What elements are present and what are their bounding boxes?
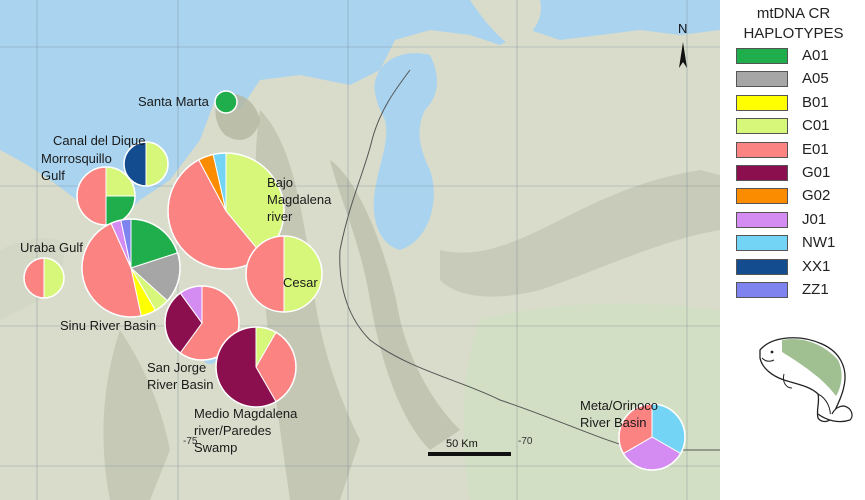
- pie-outline: [618, 403, 686, 471]
- legend-item-nw1: NW1: [736, 233, 861, 253]
- north-arrow-icon: N: [678, 21, 687, 68]
- label-medio-magdalena-river-paredes-swamp: Medio Magdalena river/Paredes Swamp: [194, 406, 298, 455]
- lon-label-75: -75: [183, 436, 198, 447]
- legend-label: G01: [802, 164, 831, 181]
- legend-label: E01: [802, 140, 829, 158]
- pie-cesar: [245, 235, 323, 313]
- label-uraba-gulf: Uraba Gulf: [20, 240, 83, 255]
- legend-label: A05: [802, 70, 829, 88]
- legend-swatch: [736, 282, 788, 298]
- svg-text:N: N: [678, 21, 687, 36]
- legend-label: NW1: [802, 234, 836, 252]
- label-santa-marta: Santa Marta: [138, 94, 210, 109]
- scale-bar: 50 Km: [428, 438, 511, 456]
- legend-swatch: [736, 258, 788, 275]
- legend: mtDNA CR HAPLOTYPES A01 A05 B01 C01 E01 G01 G0…: [722, 0, 865, 500]
- legend-label: ZZ1: [802, 281, 829, 298]
- legend-swatch: [736, 235, 788, 252]
- manatee-icon: [759, 337, 853, 423]
- legend-item-a05: A05: [736, 69, 861, 89]
- pie-sinu-river-basin: [81, 218, 181, 318]
- pie-santa-marta: [214, 90, 238, 114]
- legend-item-b01: B01: [736, 93, 861, 113]
- label-bajo-magdalena-river: Bajo Magdalena river: [267, 175, 332, 224]
- pie-medio-magdalena-river-paredes-swamp: [215, 326, 297, 408]
- svg-text:50 Km: 50 Km: [446, 438, 478, 450]
- pie-outline: [23, 257, 65, 299]
- pie-outline: [164, 285, 240, 361]
- legend-swatch: [736, 211, 788, 228]
- legend-item-j01: J01: [736, 210, 861, 230]
- legend-swatch: [736, 48, 788, 64]
- pie-bajo-magdalena-river: [167, 152, 285, 270]
- pie-outline: [214, 90, 238, 114]
- pie-outline: [123, 141, 169, 187]
- pie-canal-del-dique: [123, 141, 169, 187]
- pie-chart-layer: [23, 90, 686, 471]
- pie-outline: [215, 326, 297, 408]
- legend-item-a01: A01: [736, 46, 861, 66]
- legend-title-line1: mtDNA CR: [756, 5, 831, 22]
- legend-label: A01: [802, 47, 829, 64]
- legend-item-g02: G02: [736, 186, 861, 206]
- pie-outline: [245, 235, 323, 313]
- legend-item-g01: G01: [736, 163, 861, 183]
- legend-swatch: [736, 94, 788, 111]
- legend-label: J01: [802, 210, 827, 228]
- pie-meta-orinoco-river-basin: [618, 403, 686, 471]
- label-san-jorge-river-basin: San Jorge River Basin: [147, 360, 213, 392]
- label-canal-del-dique: Canal del Dique: [53, 133, 146, 148]
- label-cesar: Cesar: [283, 275, 318, 290]
- map: -75 -70 Santa Marta Canal del Dique Morr…: [0, 0, 720, 500]
- pie-outline: [81, 218, 181, 318]
- legend-swatch: [736, 118, 788, 135]
- pie-uraba-gulf: [23, 257, 65, 299]
- legend-item-c01: C01: [736, 116, 861, 136]
- legend-swatch: [736, 165, 788, 181]
- legend-label: C01: [802, 117, 830, 135]
- legend-swatch: [736, 188, 788, 205]
- label-meta-orinoco-river-basin: Meta/Orinoco River Basin: [580, 398, 658, 430]
- label-morrosquillo-gulf: Morrosquillo Gulf: [41, 151, 112, 183]
- legend-item-zz1: ZZ1: [736, 280, 861, 300]
- legend-item-xx1: XX1: [736, 257, 861, 277]
- pie-morrosquillo-gulf: [76, 166, 136, 226]
- legend-label: B01: [802, 93, 829, 111]
- pie-outline: [167, 152, 285, 270]
- legend-item-e01: E01: [736, 140, 861, 160]
- legend-label: XX1: [802, 257, 831, 275]
- lon-label-70: -70: [518, 436, 533, 447]
- legend-title-line2: HAPLOTYPES: [743, 25, 844, 42]
- legend-swatch: [736, 141, 788, 158]
- label-sinu-river-basin: Sinu River Basin: [60, 318, 156, 333]
- legend-swatch: [736, 71, 788, 88]
- legend-label: G02: [802, 187, 831, 205]
